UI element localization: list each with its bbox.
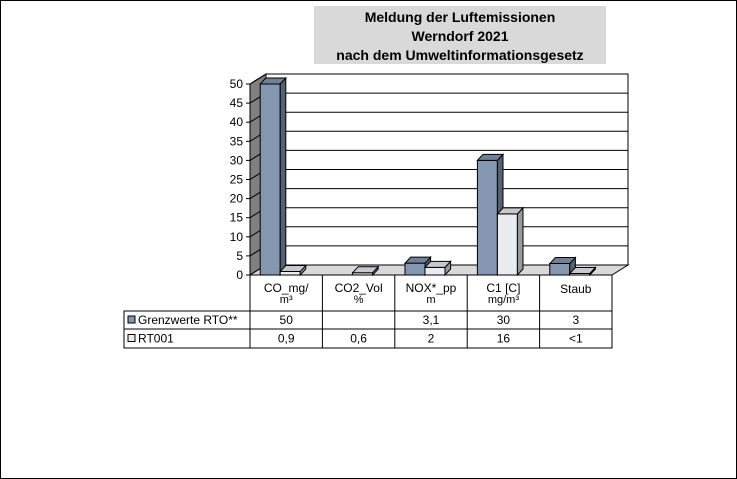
category-label: C1 [C] — [486, 281, 520, 295]
chart-title: Meldung der Luftemissionen Werndorf 2021… — [314, 6, 606, 64]
gridline-side — [249, 73, 267, 85]
data-label: 3 — [572, 313, 579, 327]
chart-title-line-1: Meldung der Luftemissionen — [364, 9, 556, 25]
legend-key — [127, 334, 136, 342]
y-tick-label: 20 — [230, 192, 244, 206]
y-tick-label: 25 — [230, 173, 244, 187]
legend-label: Grenzwerte RTO** — [138, 313, 238, 327]
chart-title-line-2: Werndorf 2021 — [411, 28, 509, 44]
y-tick-label: 45 — [230, 96, 244, 110]
data-label: 2 — [428, 332, 435, 346]
category-label: CO2_Vol — [335, 281, 383, 295]
legend-label: RT001 — [138, 332, 174, 346]
category-label: CO_mg/ — [264, 281, 309, 295]
y-tick-label: 50 — [230, 77, 244, 91]
y-tick-label: 30 — [230, 153, 244, 167]
chart-title-line-3: nach dem Umweltinformationsgesetz — [336, 47, 584, 63]
data-label: 3,1 — [423, 313, 440, 327]
bar — [279, 264, 307, 277]
category-label: m — [426, 294, 435, 306]
data-label: 50 — [280, 313, 294, 327]
category-label: % — [354, 294, 364, 306]
bar — [259, 76, 287, 277]
bar — [351, 265, 380, 277]
data-label: <1 — [569, 332, 583, 346]
category-label: m³ — [280, 294, 293, 306]
y-tick-label: 10 — [230, 230, 244, 244]
y-tick-label: 0 — [236, 268, 243, 282]
category-label: NOX*_pp — [406, 281, 457, 295]
y-tick-label: 15 — [230, 211, 244, 225]
data-label: 16 — [497, 332, 511, 346]
data-label: 0,6 — [350, 332, 367, 346]
data-label: 0,9 — [278, 332, 295, 346]
bar — [423, 260, 452, 277]
y-tick-label: 35 — [230, 134, 244, 148]
y-tick-label: 40 — [230, 115, 244, 129]
category-label: mg/m³ — [488, 294, 520, 306]
y-tick-label: 5 — [236, 249, 243, 263]
data-label: 30 — [497, 313, 511, 327]
legend-key — [127, 315, 136, 324]
category-label: Staub — [560, 282, 592, 296]
bar — [496, 206, 525, 277]
